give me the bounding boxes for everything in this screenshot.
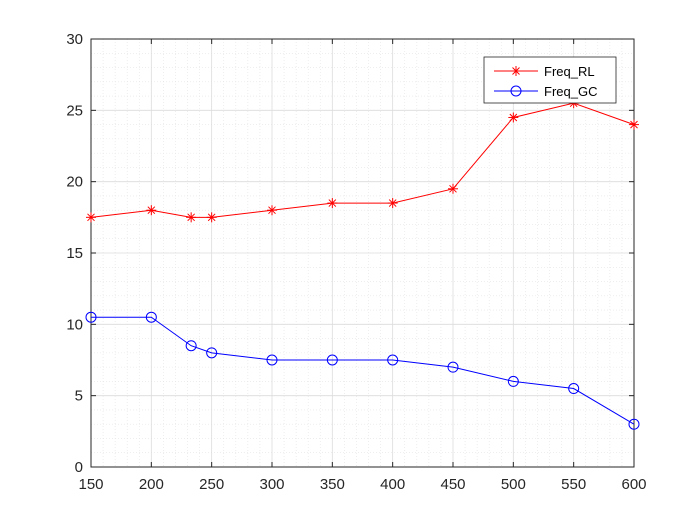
y-tick-label: 15 — [66, 245, 83, 262]
x-tick-label: 150 — [78, 476, 103, 493]
data-point — [326, 354, 338, 366]
y-tick-label: 20 — [66, 174, 83, 191]
data-point — [387, 198, 398, 209]
data-point — [146, 205, 157, 216]
y-tick-label: 25 — [66, 102, 83, 119]
data-point — [86, 212, 96, 223]
x-tick-label: 300 — [259, 476, 284, 493]
data-point — [447, 361, 459, 373]
y-tick-labels: 0 5 10 15 20 25 30 — [66, 31, 83, 476]
data-point — [267, 205, 277, 216]
legend-entry: Freq_RL — [494, 64, 595, 79]
x-tick-label: 500 — [501, 476, 526, 493]
data-point — [327, 198, 338, 209]
data-point — [568, 383, 580, 395]
data-point — [266, 354, 278, 366]
legend-label: Freq_RL — [544, 64, 595, 79]
data-point — [206, 212, 217, 223]
y-tick-label: 5 — [75, 388, 83, 405]
y-tick-label: 10 — [66, 316, 83, 333]
data-point — [387, 354, 399, 366]
x-tick-label: 550 — [561, 476, 586, 493]
data-point — [508, 112, 519, 123]
legend-label: Freq_GC — [544, 84, 597, 99]
series-line — [91, 316, 635, 425]
data-point — [507, 375, 519, 387]
legend-box — [483, 56, 617, 104]
x-tick-label: 200 — [139, 476, 164, 493]
x-tick-label: 400 — [380, 476, 405, 493]
data-point — [186, 212, 197, 223]
x-tick-label: 600 — [621, 476, 646, 493]
x-tick-label: 250 — [199, 476, 224, 493]
legend: Freq_RL Freq_GC — [483, 56, 617, 104]
series-freq-gc — [85, 311, 640, 430]
data-point — [145, 311, 157, 323]
data-point — [85, 311, 97, 323]
data-point — [206, 347, 218, 359]
series-layer — [85, 98, 640, 430]
axis-ticks — [90, 38, 635, 468]
x-tick-label: 350 — [320, 476, 345, 493]
data-point — [628, 418, 640, 430]
y-tick-label: 30 — [66, 31, 83, 48]
data-point — [185, 340, 197, 352]
x-tick-labels: 150 200 250 300 350 400 450 500 550 600 — [78, 476, 646, 493]
x-tick-label: 450 — [440, 476, 465, 493]
y-tick-label: 0 — [75, 459, 83, 476]
legend-marker — [510, 85, 522, 97]
legend-entry: Freq_GC — [494, 84, 597, 99]
legend-marker — [511, 66, 521, 76]
data-point — [448, 183, 458, 194]
data-point — [629, 119, 639, 130]
